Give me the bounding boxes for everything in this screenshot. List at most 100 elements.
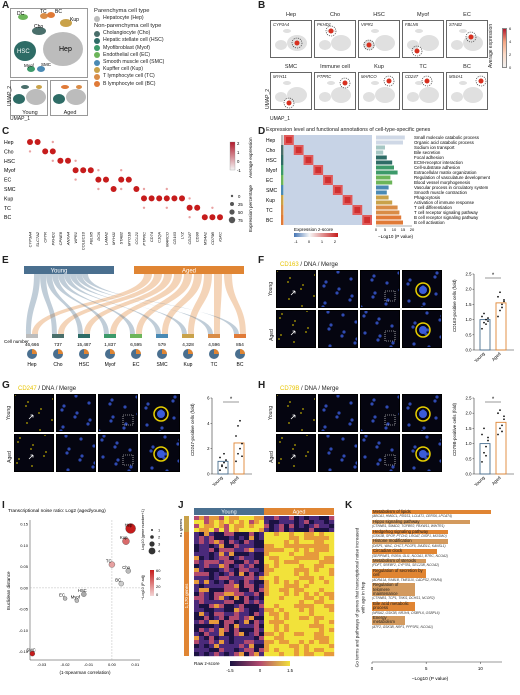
heatmap-cell (264, 576, 270, 581)
heatmap-row-label: HSC (266, 158, 277, 164)
heatmap-cell (234, 528, 240, 533)
heatmap-cell (274, 632, 280, 637)
heatmap-cell (249, 624, 255, 629)
size-legend-tick: 3 (158, 542, 161, 547)
heatmap-cell (309, 584, 315, 589)
heatmap-cell (224, 652, 230, 657)
heatmap-cell (309, 548, 315, 553)
bar-point (487, 439, 489, 442)
heatmap-cell (299, 620, 305, 625)
umap-cluster-hep (43, 32, 83, 66)
heatmap-cell (284, 588, 290, 593)
heatmap-cell (214, 648, 220, 653)
bar-y-tick: 0 (207, 472, 210, 477)
heatmap-cell (219, 560, 225, 565)
heatmap-cell (259, 552, 265, 557)
heatmap-cell (194, 516, 200, 521)
heatmap-cell (254, 560, 260, 565)
heatmap-cell (289, 648, 295, 653)
pie-aged (84, 349, 89, 354)
pct-legend-dot (230, 202, 234, 206)
heatmap-cell (289, 624, 295, 629)
heatmap-cell (209, 524, 215, 529)
heatmap-cell (254, 552, 260, 557)
panel-label-a: A (2, 0, 10, 11)
heatmap-cell (209, 640, 215, 645)
bar-point (483, 427, 485, 430)
pie-aged (162, 349, 167, 354)
heatmap-cell (254, 544, 260, 549)
heatmap-cell (204, 568, 210, 573)
heatmap-cell (229, 544, 235, 549)
go-terms-axis: 0 5 10−Log10 (P value) (371, 661, 502, 682)
heatmap-cell (209, 544, 215, 549)
gene-umap-plot (275, 29, 307, 51)
scatter-point-label: Cho (122, 565, 130, 570)
heatmap-cell (229, 608, 235, 613)
heatmap-cell (194, 620, 200, 625)
micrograph-tile (140, 394, 180, 432)
heatmap-cell (329, 636, 335, 641)
heatmap-cell (229, 652, 235, 657)
gene-umap-plot (319, 77, 351, 103)
heatmap-cell (244, 640, 250, 645)
padj-tick: 60 (156, 568, 161, 573)
heatmap-cell (269, 640, 275, 645)
heatmap-cell (239, 584, 245, 589)
heatmap-cell (329, 640, 335, 645)
heatmap-cell (209, 552, 215, 557)
heatmap-cell (264, 592, 270, 597)
heatmap-cell (274, 640, 280, 645)
heatmap-cell (284, 540, 290, 545)
heatmap-cell (284, 564, 290, 569)
heatmap-cell (289, 620, 295, 625)
heatmap-row-label: Cho (266, 148, 275, 154)
bar-point (485, 323, 487, 326)
heatmap-cell (224, 616, 230, 621)
heatmap-cell (314, 620, 320, 625)
umap-cluster-tc (40, 13, 48, 19)
heatmap-cell (324, 552, 330, 557)
heatmap-cell (269, 588, 275, 593)
heatmap-cell (259, 596, 265, 601)
heatmap-cell (214, 596, 220, 601)
dotplot-gene-label: COLEC10 (81, 231, 86, 250)
heatmap-cell (229, 576, 235, 581)
heatmap-cell (294, 592, 300, 597)
gene-panel-celltype-label: Cho (329, 12, 341, 18)
heatmap-cell (214, 560, 220, 565)
cell-count: 1,837 (104, 342, 116, 347)
heatmap-cell (304, 584, 310, 589)
bar-x-label: Aged (491, 475, 502, 486)
heatmap-cell (274, 536, 280, 541)
heatmap-cell (234, 648, 240, 653)
heatmap-cell (329, 596, 335, 601)
heatmap-cell (249, 636, 255, 641)
term-bar (376, 200, 393, 205)
heatmap-cell (219, 584, 225, 589)
celltype-bar (156, 334, 168, 338)
heatmap-cell (234, 604, 240, 609)
heatmap-cell (324, 624, 330, 629)
heatmap-cell (249, 552, 255, 557)
heatmap-cell (234, 576, 240, 581)
padj-tick: 40 (156, 576, 161, 581)
heatmap-cell (329, 532, 335, 537)
term-bar (376, 185, 389, 190)
heatmap-cell (209, 608, 215, 613)
heatmap-cell (219, 556, 225, 561)
celltype-bar (234, 334, 246, 338)
heatmap-cell (269, 604, 275, 609)
dotplot-dot (51, 159, 54, 162)
heatmap-cell (204, 580, 210, 585)
panel-f: CD163 / DNA / Merge Young Aged 2.5 2.0 1.5… (266, 262, 520, 378)
heatmap-cell (204, 576, 210, 581)
pie-aged (214, 349, 219, 354)
heatmap-cell (284, 644, 290, 649)
sankey-flow-aged (58, 274, 162, 334)
go-term-bar: Hedgehog signaling pathway (372, 529, 448, 535)
heatmap-cell (224, 516, 230, 521)
bar-point (501, 306, 503, 309)
dotplot-dot (142, 206, 146, 209)
